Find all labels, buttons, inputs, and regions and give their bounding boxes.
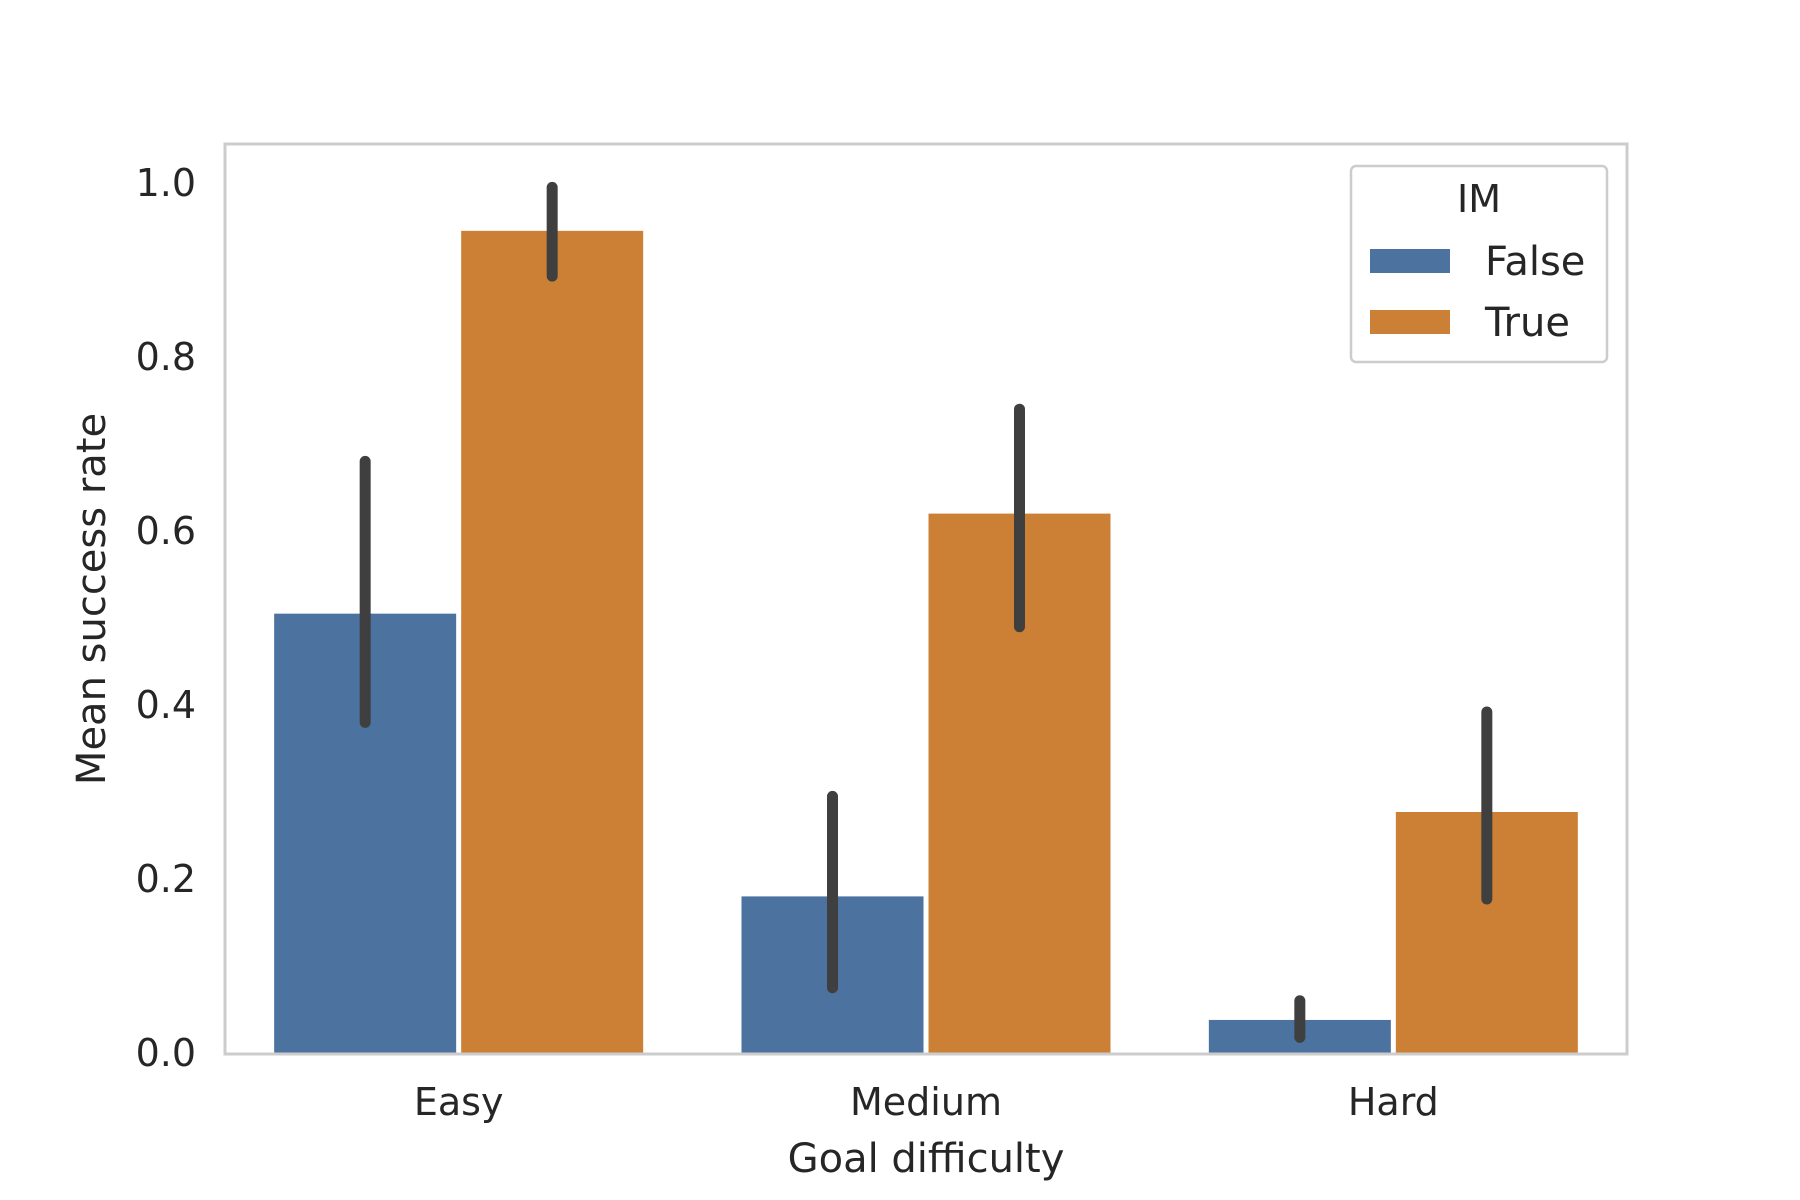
- legend-swatch-true: [1370, 310, 1450, 334]
- y-tick-0-0: 0.0: [136, 1031, 196, 1075]
- legend-swatch-false: [1370, 249, 1450, 273]
- legend-title: IM: [1457, 177, 1501, 221]
- y-tick-0-6: 0.6: [136, 509, 196, 553]
- legend: IM False True: [1349, 164, 1609, 364]
- x-tick-labels: Easy Medium Hard: [414, 1080, 1439, 1124]
- y-tick-0-8: 0.8: [136, 335, 196, 379]
- x-tick-medium: Medium: [850, 1080, 1002, 1124]
- y-tick-labels: 0.0 0.2 0.4 0.6 0.8 1.0: [136, 161, 196, 1075]
- y-axis-title: Mean success rate: [69, 413, 115, 785]
- y-tick-1-0: 1.0: [136, 161, 196, 205]
- legend-label-true: True: [1484, 300, 1570, 346]
- x-axis-title: Goal difficulty: [788, 1136, 1065, 1182]
- x-tick-easy: Easy: [414, 1080, 504, 1124]
- y-tick-0-4: 0.4: [136, 683, 196, 727]
- plot-frame: [223, 142, 1629, 1056]
- y-tick-0-2: 0.2: [136, 857, 196, 901]
- error-bars-layer: [359, 181, 1493, 1043]
- legend-label-false: False: [1485, 239, 1585, 285]
- x-tick-hard: Hard: [1348, 1080, 1439, 1124]
- bar-easy-true: [461, 230, 644, 1054]
